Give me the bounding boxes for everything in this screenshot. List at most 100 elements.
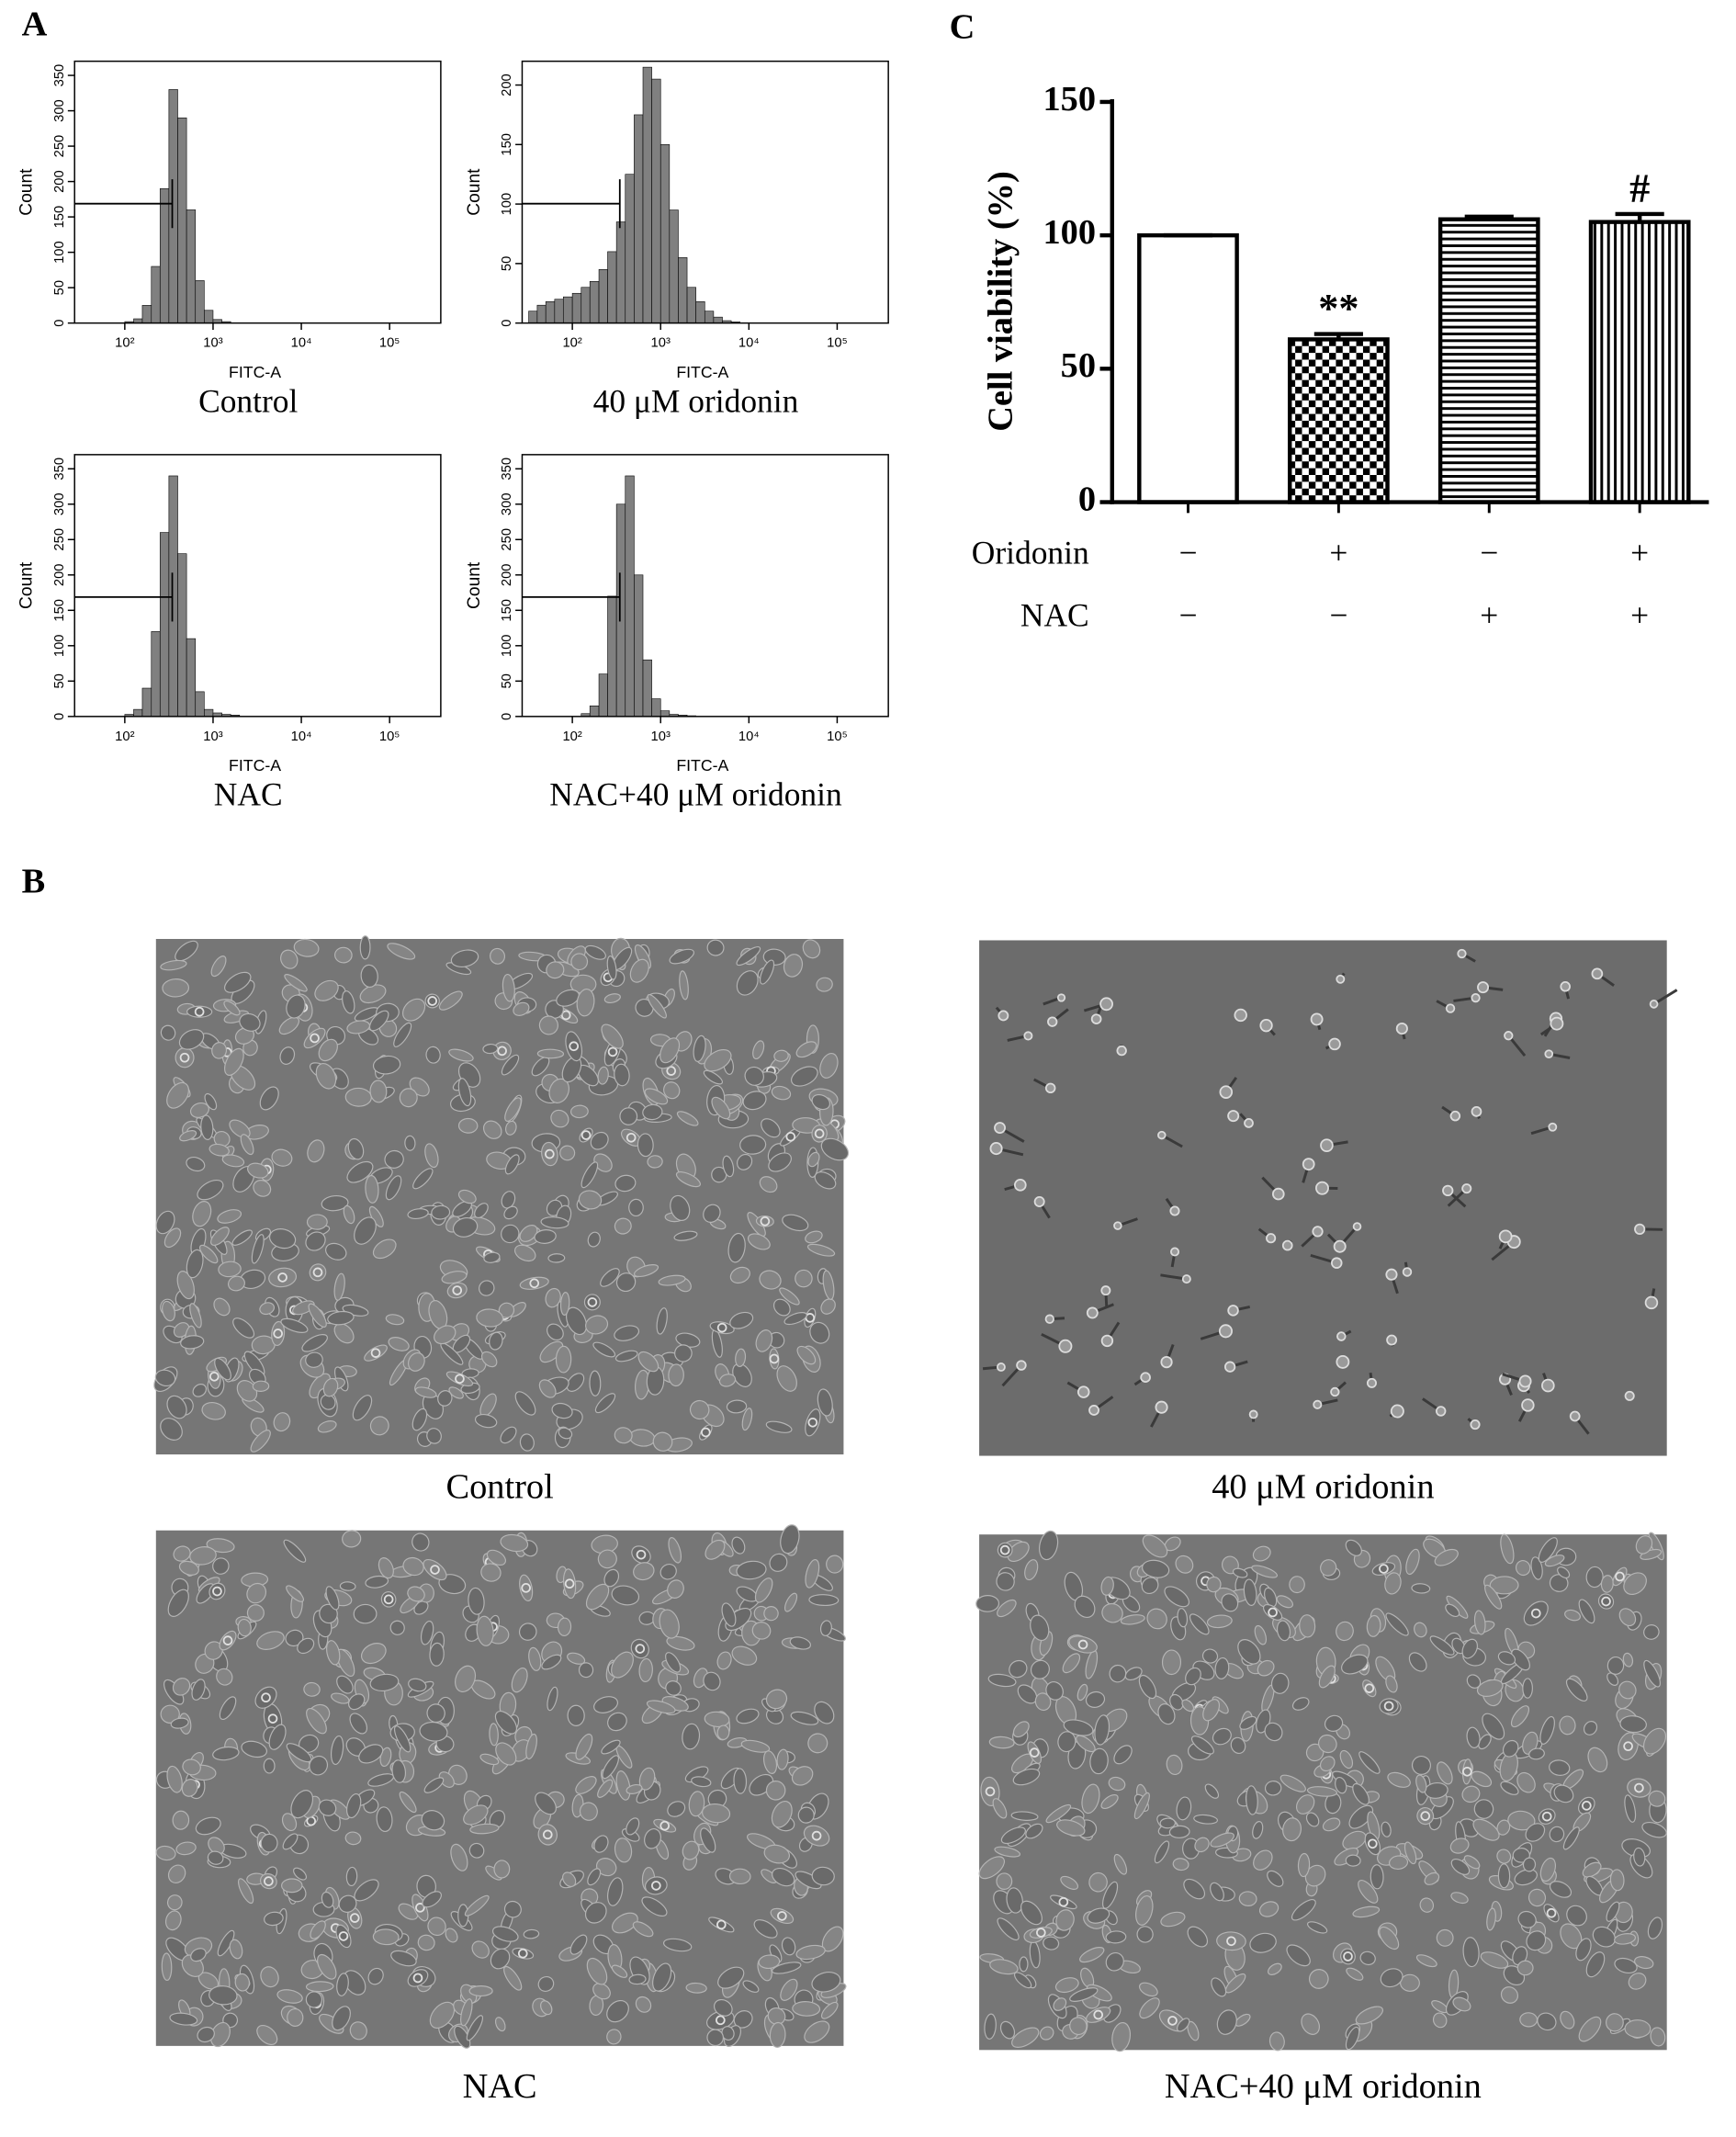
cell bbox=[1342, 1830, 1367, 1850]
cell bbox=[369, 1416, 389, 1436]
cell bbox=[642, 1103, 663, 1121]
cell bbox=[1088, 1405, 1099, 1416]
panel-caption: NAC+40 μM oridonin bbox=[549, 776, 842, 813]
cell bbox=[569, 1104, 589, 1119]
cell bbox=[175, 940, 198, 962]
histogram-bar bbox=[651, 78, 661, 323]
cell bbox=[1230, 1736, 1246, 1755]
cell bbox=[1402, 1267, 1413, 1277]
cell bbox=[762, 1750, 778, 1774]
cell bbox=[814, 1171, 837, 1190]
cell bbox=[160, 1024, 176, 1041]
cell bbox=[437, 1390, 453, 1407]
cell bbox=[668, 1363, 684, 1387]
x-tick-label: 10³ bbox=[203, 336, 222, 351]
cell bbox=[1016, 1360, 1027, 1371]
y-tick-label: 150 bbox=[500, 133, 514, 156]
cell bbox=[332, 2006, 351, 2031]
cell bbox=[412, 1973, 423, 1984]
cell bbox=[162, 978, 190, 998]
cell bbox=[802, 939, 821, 959]
cell bbox=[1476, 1679, 1504, 1697]
cell bbox=[1634, 1223, 1646, 1235]
cell bbox=[1512, 1946, 1528, 1966]
y-tick-label: 250 bbox=[52, 528, 67, 551]
cell bbox=[229, 1119, 251, 1138]
cell bbox=[576, 989, 595, 1017]
x-tick-label: 10³ bbox=[651, 336, 671, 351]
x-axis-label: FITC-A bbox=[229, 756, 281, 775]
cell bbox=[817, 1388, 833, 1417]
cell bbox=[1085, 1690, 1106, 1708]
cell bbox=[1267, 1870, 1284, 1887]
cell bbox=[1424, 1871, 1440, 1885]
cell bbox=[1086, 2007, 1111, 2023]
cell bbox=[318, 1038, 338, 1062]
cell bbox=[564, 1578, 575, 1589]
cell bbox=[819, 1620, 832, 1636]
cell bbox=[1216, 2009, 1237, 2035]
cell bbox=[1079, 1947, 1105, 1963]
cell bbox=[607, 1046, 618, 1057]
cell bbox=[1477, 981, 1490, 994]
cell bbox=[772, 1867, 795, 1887]
cell bbox=[656, 1307, 668, 1335]
cell bbox=[659, 1820, 671, 1831]
cell bbox=[994, 1846, 1021, 1858]
cell bbox=[1606, 1901, 1620, 1922]
cell bbox=[1379, 1564, 1389, 1574]
cell bbox=[305, 1351, 323, 1368]
cell bbox=[809, 1321, 830, 1344]
cell bbox=[826, 1555, 844, 1574]
cell bbox=[186, 1157, 206, 1172]
cell bbox=[716, 1919, 727, 1930]
cell bbox=[155, 1210, 175, 1235]
cell bbox=[448, 1386, 464, 1399]
cell bbox=[256, 2024, 278, 2045]
cell bbox=[550, 1109, 569, 1128]
cell bbox=[1544, 1555, 1565, 1567]
cell bbox=[1450, 1892, 1469, 1905]
y-tick-label: 100 bbox=[52, 241, 67, 264]
cell bbox=[814, 1701, 835, 1724]
cell bbox=[212, 1586, 222, 1597]
cell bbox=[535, 1792, 557, 1815]
cell bbox=[614, 1217, 632, 1235]
cell bbox=[614, 1427, 633, 1444]
histogram-bar bbox=[528, 311, 538, 323]
cell bbox=[1384, 1572, 1402, 1595]
histogram-bar bbox=[598, 673, 608, 718]
cell bbox=[1582, 1801, 1592, 1811]
cell bbox=[542, 1829, 553, 1840]
x-tick-label: 10² bbox=[115, 729, 134, 744]
cell bbox=[1223, 1361, 1236, 1373]
cell bbox=[1120, 1614, 1145, 1625]
cell bbox=[721, 1602, 737, 1627]
cell bbox=[1244, 1118, 1254, 1128]
cell bbox=[1449, 1837, 1470, 1854]
cell bbox=[408, 1351, 425, 1372]
histogram-bar bbox=[159, 187, 170, 323]
cell bbox=[407, 1969, 429, 1987]
treatment-sign: + bbox=[1329, 535, 1347, 571]
cell bbox=[1141, 1577, 1159, 1595]
cell bbox=[1429, 1635, 1455, 1656]
cell bbox=[1168, 1825, 1190, 1838]
y-tick-label: 200 bbox=[52, 170, 67, 193]
cell bbox=[1597, 1593, 1615, 1610]
cell bbox=[1405, 1548, 1420, 1576]
cell bbox=[497, 1046, 507, 1057]
cell bbox=[1146, 1608, 1167, 1630]
cell bbox=[441, 1271, 468, 1284]
cell bbox=[1634, 1782, 1644, 1793]
cell bbox=[425, 1046, 441, 1064]
panel-label: C bbox=[950, 8, 975, 47]
cell bbox=[1633, 1847, 1646, 1867]
cell bbox=[781, 1937, 796, 1956]
cell bbox=[1320, 1138, 1334, 1152]
cell bbox=[769, 1553, 788, 1572]
cell bbox=[590, 1131, 609, 1150]
cell bbox=[240, 1134, 254, 1156]
cell bbox=[1623, 1572, 1647, 1596]
cell bbox=[333, 1323, 355, 1344]
